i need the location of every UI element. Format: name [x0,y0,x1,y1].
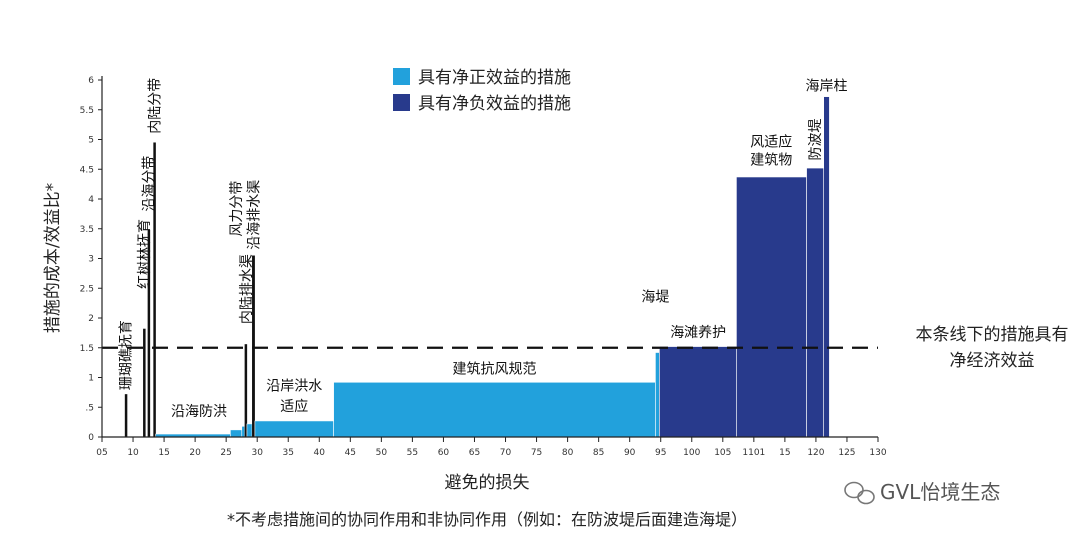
x-tick-label-17: 90 [624,448,636,458]
bar-label-15: 防波堤 [808,118,824,160]
bar-1 [143,329,146,437]
legend-swatch-negative [393,94,410,111]
x-tick-label-12: 65 [469,448,480,458]
x-tick-label-25: 130 [869,448,886,458]
x-tick-label-3: 20 [189,448,201,458]
legend-label-positive: 具有净正效益的措施 [418,68,571,88]
bar-11 [334,382,656,437]
footnote: *不考虑措施间的协同作用和非协同作用（例如：在防波堤后面建造海堤） [227,510,747,529]
bar-7 [245,344,248,437]
bar-label-4: 风力分带 [229,181,245,237]
watermark: GVL怡境生态 [845,480,1000,504]
x-tick-label-15: 80 [562,448,574,458]
y-tick-label-11: 5.5 [80,106,94,116]
bar-15 [807,168,824,437]
x-tick-label-14: 75 [531,448,542,458]
bar-label-5: 内陆排水渠 [239,254,255,324]
bars-layer [125,97,830,437]
bar-label-16: 海岸柱 [806,79,848,95]
legend-label-negative: 具有净负效益的措施 [418,94,571,114]
x-axis-title: 避免的损失 [445,473,530,493]
x-tick-label-5: 30 [251,448,263,458]
x-tick-label-22: 15 [779,448,790,458]
x-tick-label-11: 60 [438,448,450,458]
y-tick-label-10: 5 [88,136,94,146]
bar-0 [125,394,128,437]
y-tick-label-12: 6 [88,76,94,86]
bar-14 [736,177,806,437]
bar-label-3: 内陆分带 [147,78,163,134]
legend-swatch-positive [393,68,410,85]
x-tick-label-16: 85 [593,448,604,458]
bar-label-8: 沿岸洪水 [266,379,322,395]
bar-8 [247,424,252,437]
bar-16 [824,97,830,437]
bar-label-9: 适应 [280,398,308,415]
bar-label-1: 红树林抚育 [137,219,153,289]
y-tick-label-8: 4 [88,195,94,205]
bar-label-13: 风适应 [750,134,792,151]
x-tick-label-21: 1101 [742,448,765,458]
chat-bubble-icon [845,483,874,504]
bar-13 [659,347,736,437]
x-tick-label-7: 40 [314,448,326,458]
x-tick-label-4: 25 [220,448,231,458]
bar-12 [655,353,659,437]
y-tick-label-7: 3.5 [80,225,94,235]
y-tick-label-9: 4.5 [80,165,94,175]
x-tick-label-24: 125 [838,448,855,458]
x-tick-label-9: 50 [376,448,388,458]
bar-label-7: 沿海防洪 [171,404,227,420]
bar-label-6: 沿海排水渠 [246,180,262,250]
bar-6 [242,426,245,437]
x-tick-label-18: 95 [655,448,666,458]
bar-label-2: 沿海分带 [141,156,157,212]
x-tick-label-10: 55 [407,448,418,458]
bar-label-12: 海滩养护 [670,325,726,341]
bar-5 [230,430,241,437]
y-tick-label-3: 1.5 [80,344,94,354]
x-tick-label-19: 100 [683,448,700,458]
x-tick-label-20: 105 [714,448,731,458]
y-tick-label-6: 3 [88,255,94,265]
y-tick-label-1: .5 [85,403,94,413]
y-axis-title: 措施的成本/效益比* [43,183,63,333]
bar-label-11: 海堤 [641,289,669,305]
watermark-text: GVL怡境生态 [880,480,1000,504]
y-tick-label-5: 2.5 [80,284,94,294]
threshold-label-line2: 净经济效益 [950,351,1035,371]
x-tick-label-8: 45 [345,448,356,458]
x-tick-label-1: 10 [127,448,139,458]
threshold-label-line1: 本条线下的措施具有 [916,325,1069,345]
x-tick-label-0: 05 [96,448,107,458]
y-tick-label-4: 2 [88,314,94,324]
y-tick-label-0: 0 [88,433,94,443]
y-tick-label-2: 1 [88,374,94,384]
bar-label-10: 建筑抗风规范 [453,360,537,377]
bar-label-14: 建筑物 [750,152,792,168]
bar-label-0: 珊瑚礁抚育 [119,320,135,390]
bar-10 [255,421,334,437]
x-tick-label-13: 70 [500,448,512,458]
x-tick-label-2: 15 [158,448,169,458]
x-tick-label-23: 120 [807,448,824,458]
x-tick-label-6: 35 [283,448,294,458]
legend: 具有净正效益的措施 具有净负效益的措施 [393,68,571,114]
